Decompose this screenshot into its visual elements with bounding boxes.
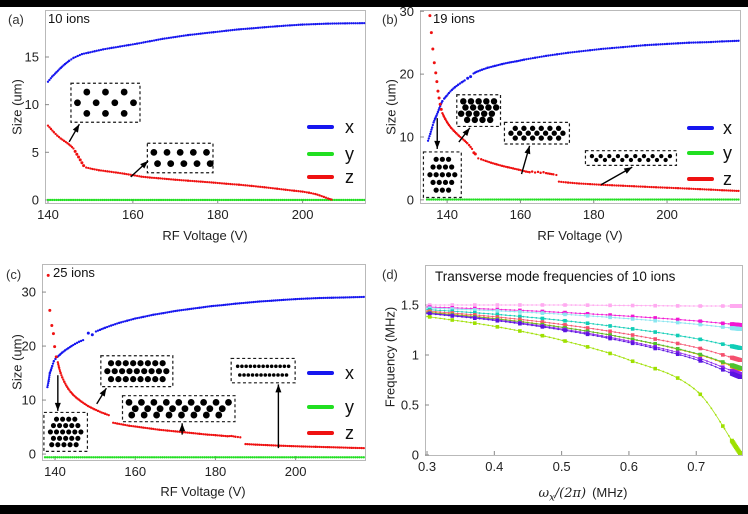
- legend-swatch-z: [687, 176, 714, 182]
- legend-label-y: y: [723, 143, 732, 163]
- panel-b-title: 19 ions: [433, 11, 475, 26]
- legend-swatch-y: [307, 404, 334, 410]
- legend-row-z: z: [307, 423, 354, 443]
- legend-swatch-x: [307, 124, 334, 130]
- panel-c-plot-canvas: [0, 257, 374, 505]
- legend-row-y: y: [307, 144, 354, 164]
- panel-b-plot-canvas: [374, 7, 748, 257]
- panel-a-plot-canvas: [0, 7, 374, 257]
- legend-swatch-x: [307, 370, 334, 376]
- panel-c-ylabel: Size (um): [9, 334, 25, 390]
- omega-subscript: x: [549, 492, 555, 504]
- panel-c-tag: (c): [6, 267, 22, 282]
- legend-row-z: z: [307, 167, 354, 187]
- panel-b-ylabel: Size (um): [383, 79, 399, 135]
- legend-label-z: z: [345, 423, 354, 443]
- panel-d-ylabel: Frequency (MHz): [382, 306, 398, 408]
- legend-label-z: z: [345, 167, 354, 187]
- panel-a-title: 10 ions: [48, 11, 90, 26]
- legend-label-x: x: [345, 363, 354, 383]
- panel-c-xlabel: RF Voltage (V): [160, 484, 246, 499]
- unit-label: (MHz): [592, 485, 628, 500]
- legend-label-x: x: [723, 118, 732, 138]
- panel-b-tag: (b): [382, 12, 398, 27]
- legend-swatch-x: [687, 125, 714, 131]
- panel-d-plot-canvas: [374, 257, 748, 505]
- bottom-black-bar: [0, 505, 748, 514]
- legend-row-x: x: [687, 118, 732, 138]
- legend-row-y: y: [687, 143, 732, 163]
- legend-swatch-y: [307, 151, 334, 157]
- panel-b-xlabel: RF Voltage (V): [537, 228, 623, 243]
- legend-row-x: x: [307, 117, 354, 137]
- legend-row-z: z: [687, 169, 732, 189]
- panel-d-title: Transverse mode frequencies of 10 ions: [435, 269, 676, 284]
- legend-swatch-z: [307, 430, 334, 436]
- legend-label-y: y: [345, 397, 354, 417]
- legend-label-x: x: [345, 117, 354, 137]
- legend-swatch-y: [687, 150, 714, 156]
- top-black-bar: [0, 0, 748, 7]
- panel-d: (d) Transverse mode frequencies of 10 io…: [374, 257, 748, 505]
- panel-a-xlabel: RF Voltage (V): [162, 228, 248, 243]
- panel-d-tag: (d): [382, 267, 398, 282]
- panel-a-ylabel: Size (um): [9, 79, 25, 135]
- panel-d-xlabel: ωx/(2π) (MHz): [539, 485, 628, 504]
- legend-row-y: y: [307, 397, 354, 417]
- legend-label-z: z: [723, 169, 732, 189]
- panel-a-tag: (a): [8, 12, 24, 27]
- legend-row-x: x: [307, 363, 354, 383]
- legend-swatch-z: [307, 174, 334, 180]
- panel-c-title: 25 ions: [53, 265, 95, 280]
- omega-symbol: ω: [538, 486, 550, 501]
- math-tail: /(2π): [554, 486, 587, 501]
- legend-label-y: y: [345, 144, 354, 164]
